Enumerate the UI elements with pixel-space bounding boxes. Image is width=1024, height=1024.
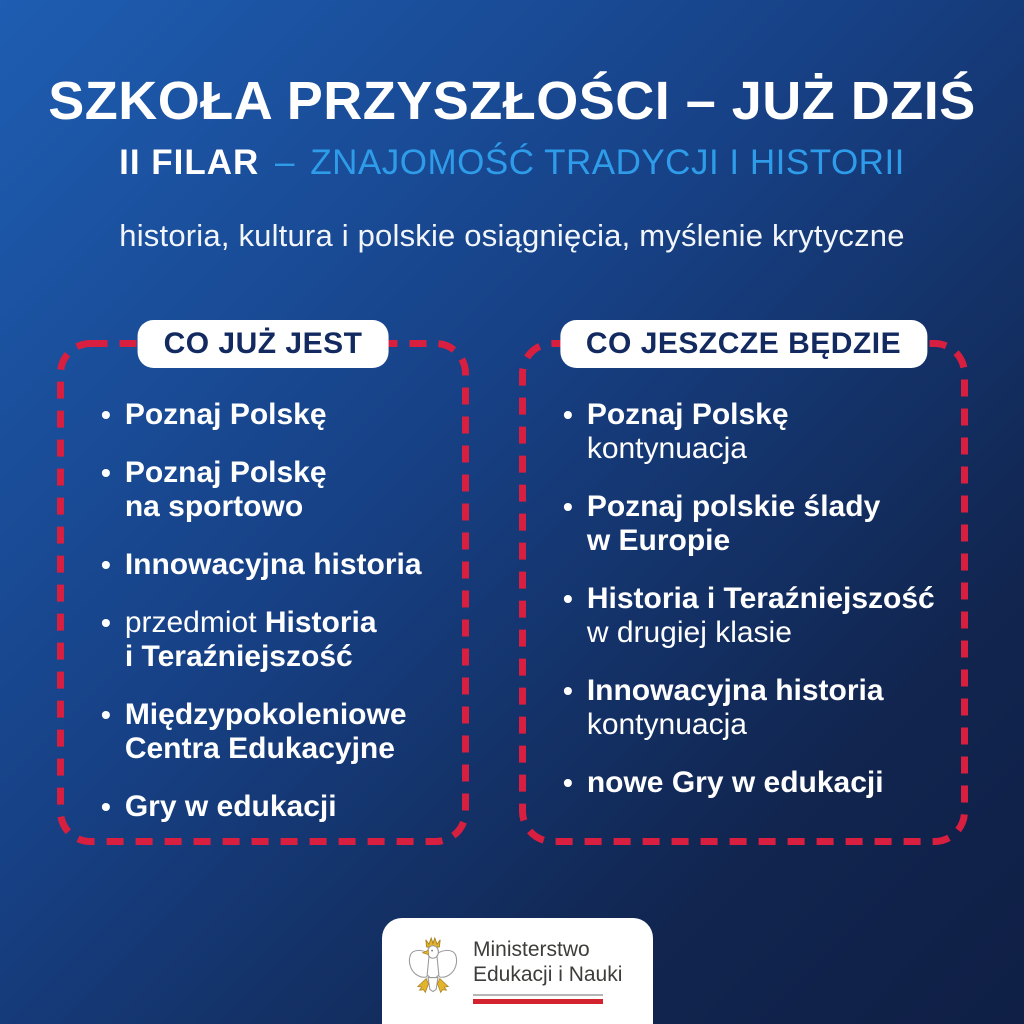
poster-header: SZKOŁA PRZYSZŁOŚCI – JUŻ DZIŚ II FILAR –… bbox=[0, 0, 1024, 254]
list-item: • Poznaj Polskę na sportowo bbox=[101, 456, 455, 524]
list-item-text: Międzypokoleniowe Centra Edukacyjne bbox=[124, 698, 407, 765]
subtitle-separator: – bbox=[275, 143, 295, 183]
bullet-icon: • bbox=[101, 457, 111, 488]
bullet-icon: • bbox=[101, 607, 111, 638]
list-item: • Gry w edukacji bbox=[101, 790, 455, 824]
list-item-text: nowe Gry w edukacji bbox=[586, 766, 884, 799]
list-item-text: przedmiot Historia i Teraźniejszość bbox=[124, 606, 377, 673]
polish-eagle-icon bbox=[408, 936, 458, 994]
panel-header-future: CO JESZCZE BĘDZIE bbox=[559, 320, 928, 368]
panel-header-current: CO JUŻ JEST bbox=[137, 320, 389, 368]
ministry-line-1: Ministerstwo bbox=[473, 938, 590, 961]
ministry-line-2: Edukacji i Nauki bbox=[473, 963, 623, 986]
bullet-icon: • bbox=[563, 675, 573, 706]
dashed-border bbox=[57, 340, 469, 845]
subtitle-pillar: II FILAR bbox=[119, 143, 260, 183]
list-item-text: Historia i Teraźniejszość w drugiej klas… bbox=[586, 582, 935, 649]
bullet-icon: • bbox=[101, 699, 111, 730]
bullet-icon: • bbox=[101, 791, 111, 822]
panel-future: CO JESZCZE BĘDZIE • Poznaj Polskę kontynu… bbox=[519, 320, 968, 845]
bullet-icon: • bbox=[101, 399, 111, 430]
subtitle: II FILAR – ZNAJOMOŚĆ TRADYCJI I HISTORII bbox=[0, 143, 1024, 183]
list-item: • Historia i Teraźniejszość w drugiej kla… bbox=[563, 582, 954, 650]
page-title: SZKOŁA PRZYSZŁOŚCI – JUŻ DZIŚ bbox=[48, 71, 976, 131]
future-items-list: • Poznaj Polskę kontynuacja • Poznaj polski… bbox=[563, 398, 954, 824]
bullet-icon: • bbox=[563, 399, 573, 430]
current-items-list: • Poznaj Polskę • Poznaj Polskę na sportowo… bbox=[101, 398, 455, 848]
bullet-icon: • bbox=[101, 549, 111, 580]
panel-current: CO JUŻ JEST • Poznaj Polskę • Poznaj Polskę… bbox=[57, 320, 469, 848]
list-item-text: Innowacyjna historia kontynuacja bbox=[586, 674, 884, 741]
bullet-icon: • bbox=[563, 583, 573, 614]
tagline: historia, kultura i polskie osiągnięcia,… bbox=[119, 217, 905, 253]
list-item: • przedmiot Historia i Teraźniejszość bbox=[101, 606, 455, 674]
list-item-text: Gry w edukacji bbox=[124, 790, 337, 823]
list-item: • Międzypokoleniowe Centra Edukacyjne bbox=[101, 698, 455, 766]
poland-flag-bar bbox=[473, 994, 603, 1004]
list-item: • Poznaj Polskę kontynuacja bbox=[563, 398, 954, 466]
subtitle-topic: ZNAJOMOŚĆ TRADYCJI I HISTORII bbox=[310, 143, 905, 183]
list-item: • Poznaj polskie ślady w Europie bbox=[563, 490, 954, 558]
list-item-text: Innowacyjna historia bbox=[124, 548, 422, 581]
list-item-text: Poznaj Polskę bbox=[124, 398, 327, 431]
list-item-text: Poznaj polskie ślady w Europie bbox=[586, 490, 881, 557]
ministry-logo-box: Ministerstwo Edukacji i Nauki bbox=[382, 918, 653, 1024]
ministry-name: Ministerstwo Edukacji i Nauki bbox=[473, 932, 622, 1004]
bullet-icon: • bbox=[563, 767, 573, 798]
list-item: • nowe Gry w edukacji bbox=[563, 766, 954, 800]
list-item-text: Poznaj Polskę kontynuacja bbox=[586, 398, 789, 465]
list-item: • Innowacyjna historia kontynuacja bbox=[563, 674, 954, 742]
bullet-icon: • bbox=[563, 491, 573, 522]
list-item: • Innowacyjna historia bbox=[101, 548, 455, 582]
list-item: • Poznaj Polskę bbox=[101, 398, 455, 432]
list-item-text: Poznaj Polskę na sportowo bbox=[124, 456, 327, 523]
